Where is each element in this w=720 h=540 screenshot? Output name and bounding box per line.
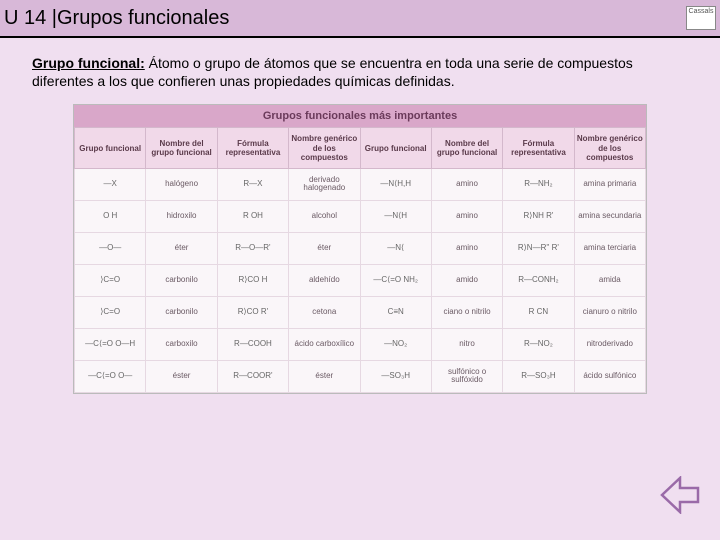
table-cell: carbonilo	[146, 264, 217, 296]
table-row: O HhidroxiloR OHalcohol—N⟨HaminoR⟩NH R'a…	[75, 200, 646, 232]
table-row: —C⟨=O O—ésterR—COOR'éster—SO₃Hsulfónico …	[75, 360, 646, 392]
table-cell: cianuro o nitrilo	[574, 296, 645, 328]
table-cell: carbonilo	[146, 296, 217, 328]
table-body: —XhalógenoR—Xderivado halogenado—N⟨H,Ham…	[75, 168, 646, 392]
table-cell: —O—	[75, 232, 146, 264]
table-cell: R—NO₂	[503, 328, 574, 360]
table-cell: nitroderivado	[574, 328, 645, 360]
table-cell: ciano o nitrilo	[431, 296, 502, 328]
col-header: Nombre genérico de los compuestos	[289, 128, 360, 169]
table-cell: —N⟨	[360, 232, 431, 264]
table-cell: amina primaria	[574, 168, 645, 200]
table-cell: —C⟨=O O—	[75, 360, 146, 392]
table-cell: R⟩N—R'' R'	[503, 232, 574, 264]
table-cell: amino	[431, 232, 502, 264]
table-cell: nitro	[431, 328, 502, 360]
table-row: ⟩C=OcarboniloR⟩CO R'cetonaC≡Nciano o nit…	[75, 296, 646, 328]
table-cell: amino	[431, 200, 502, 232]
table-cell: ácido sulfónico	[574, 360, 645, 392]
table-cell: éter	[289, 232, 360, 264]
definition-lead: Grupo funcional:	[32, 55, 145, 71]
table-cell: R—NH₂	[503, 168, 574, 200]
table-cell: éster	[289, 360, 360, 392]
table-row: —XhalógenoR—Xderivado halogenado—N⟨H,Ham…	[75, 168, 646, 200]
table-cell: R⟩CO R'	[217, 296, 288, 328]
functional-groups-table: Grupos funcionales más importantes Grupo…	[73, 104, 647, 394]
content-area: Grupo funcional: Átomo o grupo de átomos…	[0, 38, 720, 402]
table-cell: éster	[146, 360, 217, 392]
page-title: U 14 |Grupos funcionales	[4, 7, 229, 30]
table-cell: R⟩CO H	[217, 264, 288, 296]
table-row: —C⟨=O O—HcarboxiloR—COOHácido carboxílic…	[75, 328, 646, 360]
table-cell: R—O—R'	[217, 232, 288, 264]
col-header: Nombre del grupo funcional	[431, 128, 502, 169]
table-cell: —C⟨=O NH₂	[360, 264, 431, 296]
col-header: Fórmula representativa	[503, 128, 574, 169]
table-cell: R—X	[217, 168, 288, 200]
col-header: Grupo funcional	[360, 128, 431, 169]
table-grid: Grupo funcionalNombre del grupo funciona…	[74, 127, 646, 393]
table-cell: O H	[75, 200, 146, 232]
table-cell: R OH	[217, 200, 288, 232]
table-cell: amina secundaria	[574, 200, 645, 232]
back-arrow-icon[interactable]	[658, 476, 702, 514]
table-cell: amido	[431, 264, 502, 296]
table-cell: amida	[574, 264, 645, 296]
col-header: Grupo funcional	[75, 128, 146, 169]
table-cell: R—COOR'	[217, 360, 288, 392]
col-header: Nombre del grupo funcional	[146, 128, 217, 169]
table-cell: hidroxilo	[146, 200, 217, 232]
definition-text: Grupo funcional: Átomo o grupo de átomos…	[32, 54, 688, 90]
table-cell: R—COOH	[217, 328, 288, 360]
table-cell: C≡N	[360, 296, 431, 328]
table-row: —O—éterR—O—R'éter—N⟨aminoR⟩N—R'' R'amina…	[75, 232, 646, 264]
table-cell: R—SO₃H	[503, 360, 574, 392]
brand-logo: Cassals	[686, 6, 716, 30]
table-cell: —NO₂	[360, 328, 431, 360]
table-row: ⟩C=OcarboniloR⟩CO Haldehído—C⟨=O NH₂amid…	[75, 264, 646, 296]
table-cell: carboxilo	[146, 328, 217, 360]
table-cell: ⟩C=O	[75, 264, 146, 296]
table-cell: —X	[75, 168, 146, 200]
table-cell: amina terciaria	[574, 232, 645, 264]
col-header: Fórmula representativa	[217, 128, 288, 169]
table-cell: R CN	[503, 296, 574, 328]
table-cell: aldehído	[289, 264, 360, 296]
table-cell: —N⟨H	[360, 200, 431, 232]
table-cell: ⟩C=O	[75, 296, 146, 328]
table-cell: —SO₃H	[360, 360, 431, 392]
header-bar: U 14 |Grupos funcionales Cassals	[0, 0, 720, 38]
table-cell: cetona	[289, 296, 360, 328]
table-cell: alcohol	[289, 200, 360, 232]
table-title: Grupos funcionales más importantes	[74, 105, 646, 127]
table-cell: amino	[431, 168, 502, 200]
table-cell: ácido carboxílico	[289, 328, 360, 360]
table-cell: sulfónico o sulfóxido	[431, 360, 502, 392]
table-cell: —N⟨H,H	[360, 168, 431, 200]
table-cell: R—CONH₂	[503, 264, 574, 296]
table-header-row: Grupo funcionalNombre del grupo funciona…	[75, 128, 646, 169]
table-cell: éter	[146, 232, 217, 264]
table-cell: —C⟨=O O—H	[75, 328, 146, 360]
table-cell: halógeno	[146, 168, 217, 200]
col-header: Nombre genérico de los compuestos	[574, 128, 645, 169]
table-cell: R⟩NH R'	[503, 200, 574, 232]
table-cell: derivado halogenado	[289, 168, 360, 200]
